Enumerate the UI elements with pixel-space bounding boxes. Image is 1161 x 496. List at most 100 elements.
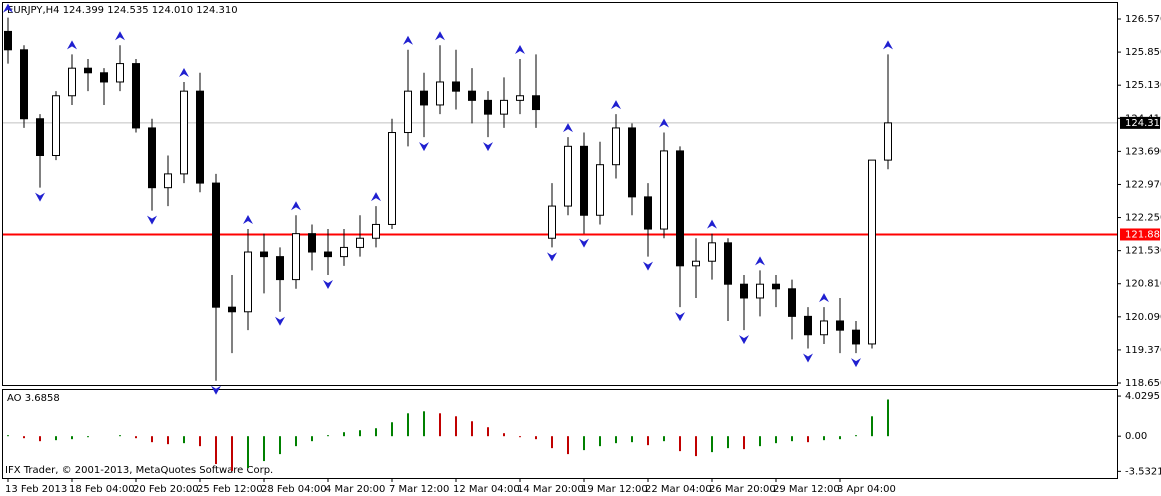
fractal-up bbox=[179, 67, 189, 77]
candle-body bbox=[420, 90, 428, 106]
candle-body bbox=[692, 260, 700, 267]
copyright: IFX Trader, © 2001-2013, MetaQuotes Soft… bbox=[5, 465, 273, 476]
candle-body bbox=[244, 251, 252, 313]
fractal-up bbox=[883, 40, 893, 50]
fractal-down bbox=[323, 280, 333, 290]
level-tag bbox=[1120, 228, 1160, 241]
candle-body bbox=[308, 233, 316, 253]
x-tick-label: 28 Feb 04:00 bbox=[261, 484, 327, 495]
candle-body bbox=[20, 49, 28, 120]
candle-body bbox=[36, 118, 44, 157]
candle-body bbox=[756, 283, 764, 299]
candle-body bbox=[132, 63, 140, 129]
candle-body bbox=[436, 81, 444, 106]
x-tick-label: 19 Mar 12:00 bbox=[581, 484, 648, 495]
fractal-up bbox=[515, 44, 525, 54]
x-tick-label: 4 Mar 20:00 bbox=[325, 484, 385, 495]
fractal-down bbox=[547, 252, 557, 262]
fractal-down bbox=[579, 238, 589, 248]
fractal-up bbox=[291, 201, 301, 211]
candle-body bbox=[548, 205, 556, 239]
candle-body bbox=[292, 233, 300, 281]
candle-body bbox=[804, 315, 812, 336]
candle-body bbox=[228, 306, 236, 313]
fractal-up bbox=[115, 31, 125, 41]
y-tick-label: 120.090 bbox=[1125, 312, 1161, 323]
candle-body bbox=[356, 237, 364, 248]
fractal-down bbox=[211, 385, 221, 395]
candle-body bbox=[4, 30, 12, 51]
fractal-up bbox=[371, 192, 381, 202]
candle-body bbox=[164, 173, 172, 189]
y-tick-label: 123.690 bbox=[1125, 146, 1161, 157]
candle-body bbox=[276, 256, 284, 281]
candle-body bbox=[596, 164, 604, 216]
x-tick-label: 3 Apr 04:00 bbox=[837, 484, 896, 495]
y-tick-label: 118.650 bbox=[1125, 378, 1161, 389]
x-tick-label: 12 Mar 04:00 bbox=[453, 484, 520, 495]
y-tick-label: 125.850 bbox=[1125, 47, 1161, 58]
ao-y-tick-label: 0.00 bbox=[1125, 431, 1147, 442]
candle-body bbox=[100, 72, 108, 83]
candle-body bbox=[580, 145, 588, 216]
y-tick-label: 125.130 bbox=[1125, 80, 1161, 91]
candle-body bbox=[212, 182, 220, 308]
y-tick-label: 122.250 bbox=[1125, 213, 1161, 224]
candle-body bbox=[644, 196, 652, 230]
x-tick-label: 22 Mar 04:00 bbox=[645, 484, 712, 495]
candle-body bbox=[196, 90, 204, 184]
candle-body bbox=[500, 99, 508, 115]
x-tick-label: 25 Feb 12:00 bbox=[197, 484, 263, 495]
candle-body bbox=[388, 132, 396, 225]
candle-body bbox=[612, 127, 620, 166]
candle-body bbox=[340, 246, 348, 258]
candle-body bbox=[116, 63, 124, 83]
fractal-up bbox=[563, 123, 573, 133]
main-frame bbox=[2, 2, 1118, 386]
x-tick-label: 20 Feb 20:00 bbox=[133, 484, 199, 495]
candle-body bbox=[52, 95, 60, 157]
ao-frame bbox=[2, 389, 1118, 479]
fractal-down bbox=[851, 358, 861, 368]
ao-y-tick-label: -3.5321 bbox=[1125, 466, 1161, 477]
fractal-up bbox=[403, 35, 413, 45]
candle-body bbox=[484, 99, 492, 115]
y-tick-label: 120.810 bbox=[1125, 279, 1161, 290]
fractal-up bbox=[611, 100, 621, 110]
level-label: 121.882 bbox=[1125, 229, 1161, 240]
fractal-down bbox=[275, 316, 285, 326]
candle-body bbox=[868, 159, 876, 345]
fractal-down bbox=[147, 215, 157, 225]
candle-body bbox=[260, 251, 268, 258]
fractal-up bbox=[67, 40, 77, 50]
y-tick-label: 122.970 bbox=[1125, 179, 1161, 190]
x-tick-label: 26 Mar 20:00 bbox=[709, 484, 776, 495]
fractal-down bbox=[419, 142, 429, 152]
candle-body bbox=[84, 67, 92, 74]
candle-body bbox=[516, 95, 524, 101]
chart-header: EURJPY,H4 124.399 124.535 124.010 124.31… bbox=[7, 5, 238, 16]
candle-body bbox=[404, 90, 412, 134]
fractal-down bbox=[675, 312, 685, 322]
x-tick-label: 18 Feb 04:00 bbox=[69, 484, 135, 495]
fractal-down bbox=[35, 192, 45, 202]
candle-body bbox=[852, 329, 860, 345]
fractal-up bbox=[3, 3, 13, 13]
candle-body bbox=[836, 320, 844, 331]
fractal-up bbox=[819, 293, 829, 303]
x-tick-label: 29 Mar 12:00 bbox=[773, 484, 840, 495]
fractal-down bbox=[739, 335, 749, 345]
x-tick-label: 13 Feb 2013 bbox=[5, 484, 67, 495]
fractal-down bbox=[483, 142, 493, 152]
candle-body bbox=[452, 81, 460, 92]
candle-body bbox=[660, 150, 668, 230]
candle-body bbox=[532, 95, 540, 111]
candle-body bbox=[772, 283, 780, 290]
y-tick-label: 119.370 bbox=[1125, 345, 1161, 356]
candle-body bbox=[788, 288, 796, 317]
fractal-up bbox=[707, 219, 717, 229]
candle-body bbox=[676, 150, 684, 267]
fractal-up bbox=[755, 256, 765, 266]
y-tick-label: 121.530 bbox=[1125, 246, 1161, 257]
